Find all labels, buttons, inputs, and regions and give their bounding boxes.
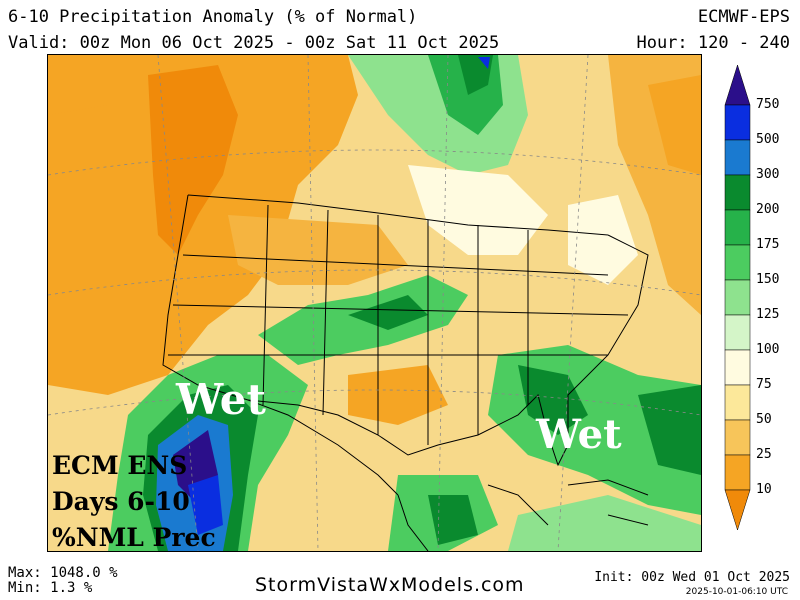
forecast-hours: Hour: 120 - 240: [636, 33, 790, 53]
dry-area-northeast: [648, 75, 701, 175]
valid-period: Valid: 00z Mon 06 Oct 2025 - 00z Sat 11 …: [8, 33, 500, 53]
near-normal-northeast: [568, 195, 638, 285]
caption-variable: %NML Prec: [52, 523, 216, 552]
wet-label-west: Wet: [176, 375, 266, 424]
dry-area-south-central: [348, 365, 448, 425]
state-lines-ns: [262, 204, 529, 445]
wet-max-hudson: [478, 57, 490, 69]
legend-swatch: [724, 349, 751, 386]
state-lines-ew: [168, 254, 629, 356]
legend-swatch: [724, 244, 751, 281]
wet-core-hudson: [458, 55, 493, 95]
legend-level-label: 750: [756, 97, 780, 112]
dry-area-plains: [228, 215, 408, 285]
us-west-coast-border: [162, 194, 399, 496]
map-canvas: [48, 55, 701, 551]
site-name[interactable]: StormVistaWxModels.com: [255, 574, 525, 596]
legend-level-label: 50: [756, 412, 772, 427]
legend-swatch: [724, 139, 751, 176]
legend-level-label: 200: [756, 202, 780, 217]
wet-core-mexico: [428, 495, 478, 545]
color-legend: 750 500 300 200 175 150 125 100 75 50 25 10: [720, 60, 800, 570]
legend-level-label: 10: [756, 482, 772, 497]
wet-label-east: Wet: [536, 411, 622, 458]
dry-area-pacific: [48, 105, 128, 325]
legend-swatch: [724, 384, 751, 421]
legend-level-label: 300: [756, 167, 780, 182]
wet-core-florida: [518, 365, 588, 435]
legend-level-label: 500: [756, 132, 780, 147]
legend-swatch: [724, 454, 751, 491]
map-title: 6-10 Precipitation Anomaly (% of Normal): [8, 7, 418, 27]
caption-model: ECM ENS: [52, 451, 188, 480]
legend-level-label: 175: [756, 237, 780, 252]
mexico-outline: [397, 484, 549, 551]
us-canada-border: [187, 194, 609, 236]
caption-days: Days 6-10: [52, 487, 190, 516]
near-normal-great-lakes: [408, 165, 548, 255]
max-value: Max: 1048.0 %: [8, 565, 118, 581]
legend-swatch: [724, 279, 751, 316]
legend-level-label: 125: [756, 307, 780, 322]
legend-cap-top: [724, 64, 751, 106]
generated-timestamp: 2025-10-01-06:10 UTC: [685, 587, 788, 597]
legend-level-label: 150: [756, 272, 780, 287]
wet-core-plains: [348, 295, 428, 330]
very-dry-area-northwest: [148, 65, 238, 255]
political-boundaries: [162, 194, 649, 551]
init-time: Init: 00z Wed 01 Oct 2025: [594, 570, 790, 585]
legend-swatch: [724, 104, 751, 141]
model-name: ECMWF-EPS: [697, 7, 790, 27]
legend-swatch: [724, 209, 751, 246]
min-value: Min: 1.3 %: [8, 580, 93, 596]
legend-level-label: 25: [756, 447, 772, 462]
lat-lon-grid: [48, 55, 701, 551]
us-southern-east-outline: [247, 234, 649, 467]
legend-level-label: 100: [756, 342, 780, 357]
wet-area-baja-south: [188, 475, 223, 535]
legend-cap-bottom: [724, 489, 751, 531]
legend-colorbar: [724, 64, 751, 531]
dry-area-west: [48, 55, 358, 395]
wet-core-atlantic: [638, 385, 701, 475]
wet-area-caribbean: [508, 495, 701, 551]
caribbean-islands: [567, 479, 649, 526]
legend-swatch: [724, 314, 751, 351]
legend-swatch: [724, 174, 751, 211]
legend-level-label: 75: [756, 377, 772, 392]
latitude-lines: [48, 149, 701, 416]
precip-anomaly-map: Wet Wet ECM ENS Days 6-10 %NML Prec: [47, 54, 702, 552]
legend-swatch: [724, 419, 751, 456]
